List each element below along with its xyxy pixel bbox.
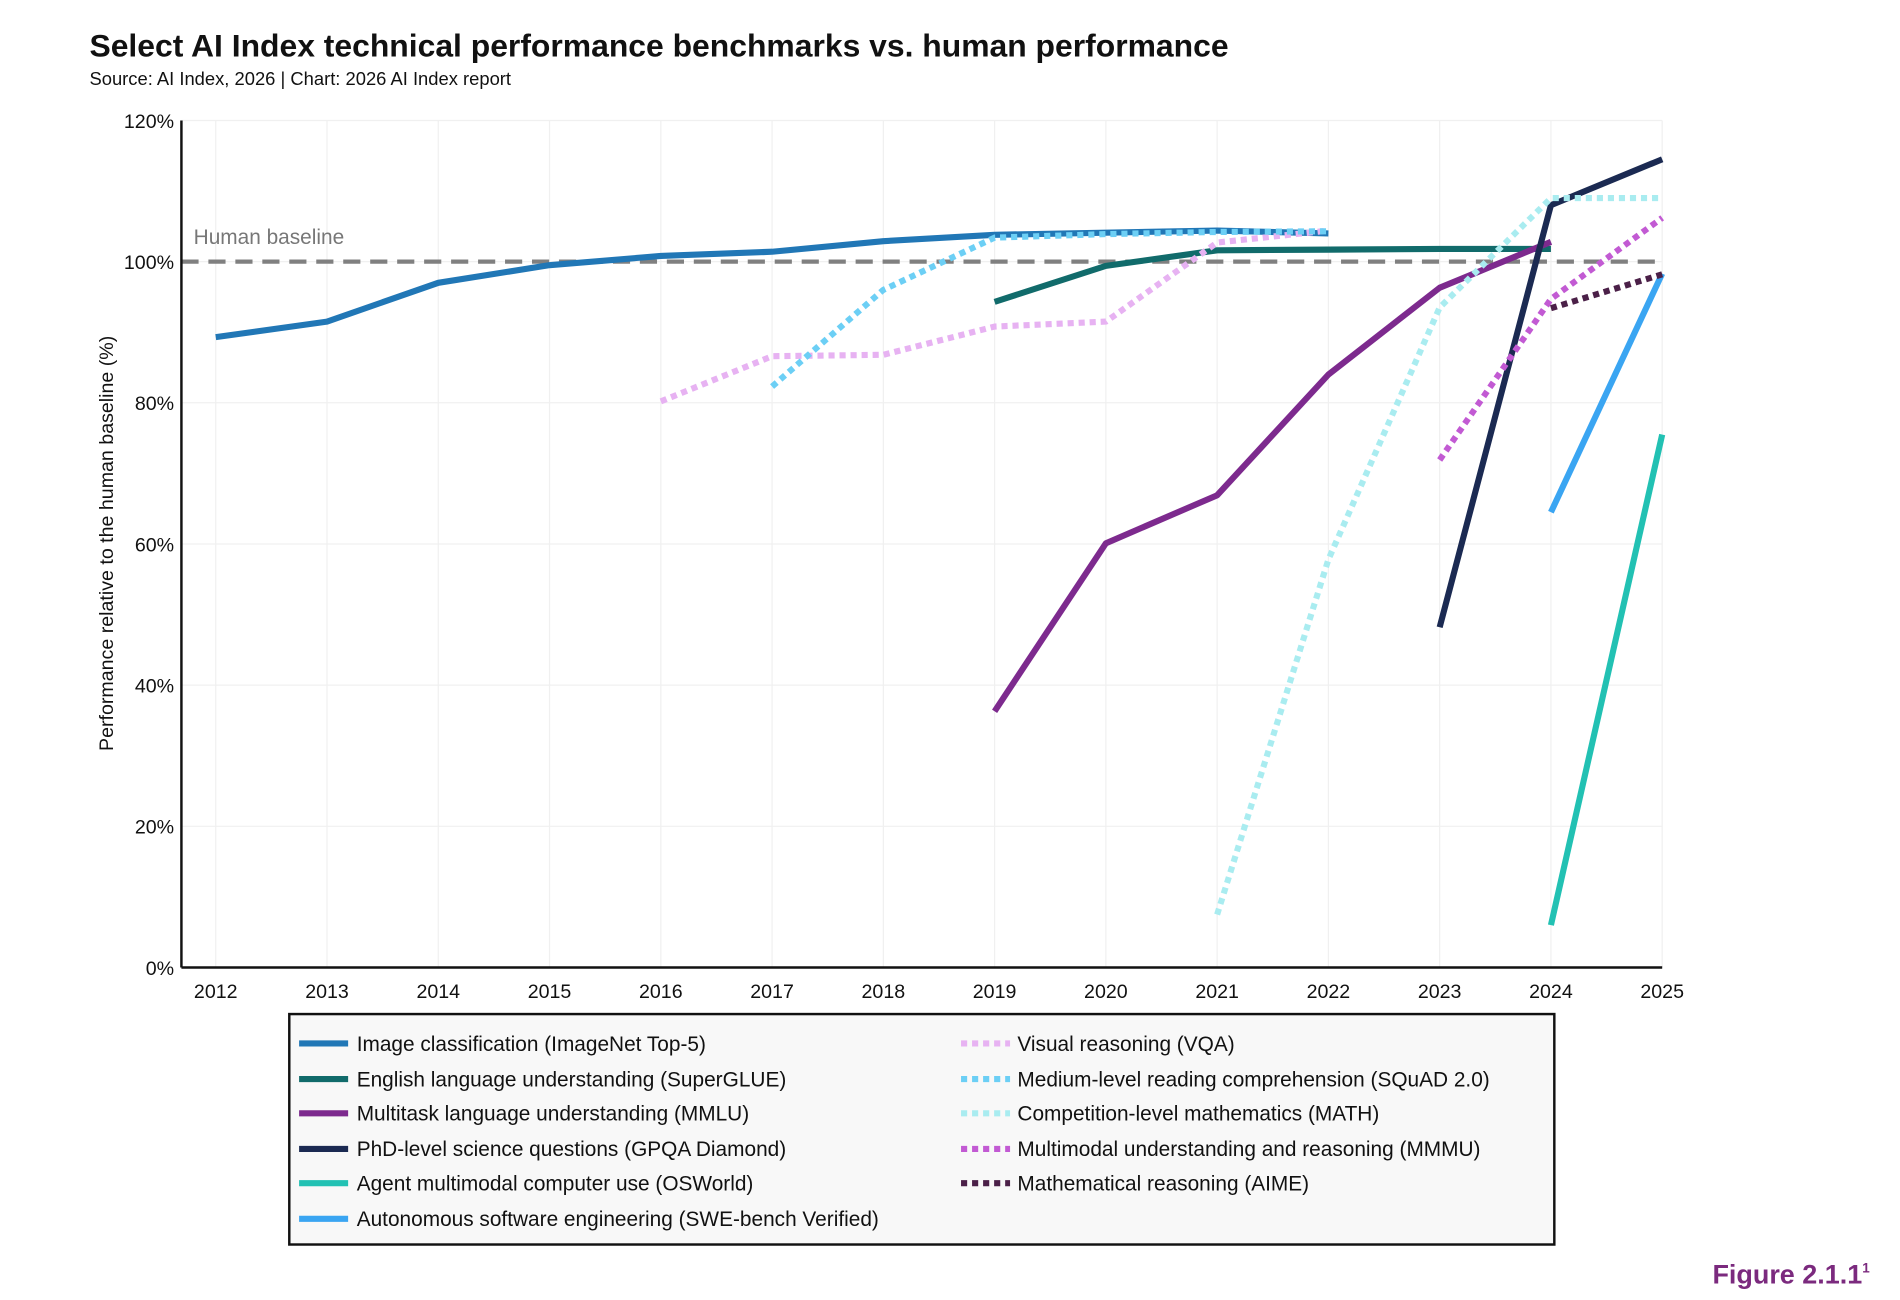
x-tick-label: 2019 — [973, 981, 1017, 1003]
series-line — [993, 245, 1551, 305]
x-tick-label: 2018 — [862, 981, 906, 1003]
series-line — [215, 227, 1329, 341]
human-baseline-label: Human baseline — [194, 226, 345, 249]
series-line — [1436, 156, 1664, 629]
x-tick-label: 2013 — [305, 981, 349, 1003]
legend-item: PhD-level science questions (GPQA Diamon… — [299, 1138, 786, 1161]
y-axis-ticks: 0% 20% 40% 60% 80% 100% 120% — [124, 111, 174, 980]
legend — [288, 1012, 1556, 1246]
legend-item: Multitask language understanding (MMLU) — [299, 1103, 749, 1126]
legend-item: Mathematical reasoning (AIME) — [961, 1173, 1309, 1196]
x-tick-label: 2021 — [1195, 981, 1239, 1003]
legend-item: Multimodal understanding and reasoning (… — [961, 1138, 1480, 1161]
chart-title: Select AI Index technical performance be… — [89, 28, 1228, 64]
legend-item: Image classification (ImageNet Top-5) — [299, 1033, 706, 1056]
legend-label: Autonomous software engineering (SWE-ben… — [357, 1208, 879, 1231]
legend-label: Visual reasoning (VQA) — [1017, 1033, 1234, 1056]
x-tick-label: 2012 — [194, 981, 238, 1003]
y-tick-label: 40% — [135, 675, 174, 697]
x-axis-ticks: 2012 2013 2014 2015 2016 2017 2018 2019 2020 2021… — [194, 981, 1684, 1003]
legend-items: Image classification (ImageNet Top-5) Eng… — [299, 1033, 1490, 1231]
x-tick-label: 2015 — [528, 981, 572, 1003]
legend-label: Multimodal understanding and reasoning (… — [1017, 1138, 1480, 1161]
series-line — [770, 228, 1329, 389]
legend-label: Mathematical reasoning (AIME) — [1017, 1173, 1309, 1196]
legend-label: Agent multimodal computer use (OSWorld) — [357, 1173, 754, 1196]
y-tick-label: 80% — [135, 393, 174, 415]
legend-item: Medium-level reading comprehension (SQuA… — [961, 1068, 1490, 1091]
x-tick-label: 2014 — [416, 981, 460, 1003]
y-tick-label: 120% — [124, 111, 174, 133]
y-axis-label: Performance relative to the human baseli… — [96, 336, 118, 751]
legend-item: Agent multimodal computer use (OSWorld) — [299, 1173, 753, 1196]
series-lines — [215, 156, 1666, 926]
series-line — [659, 227, 1329, 405]
x-tick-label: 2022 — [1307, 981, 1351, 1003]
y-tick-label: 0% — [146, 958, 174, 980]
legend-item: Competition-level mathematics (MATH) — [961, 1103, 1379, 1126]
legend-label: Medium-level reading comprehension (SQuA… — [1017, 1068, 1489, 1091]
legend-item: Visual reasoning (VQA) — [961, 1033, 1235, 1056]
legend-label: Image classification (ImageNet Top-5) — [357, 1033, 706, 1056]
x-tick-label: 2016 — [639, 981, 683, 1003]
x-tick-label: 2024 — [1529, 981, 1573, 1003]
legend-item: Autonomous software engineering (SWE-ben… — [299, 1208, 879, 1231]
chart-subtitle: Source: AI Index, 2026 | Chart: 2026 AI … — [89, 68, 511, 89]
series-line — [1214, 195, 1663, 916]
series-line — [992, 239, 1553, 713]
legend-label: Competition-level mathematics (MATH) — [1017, 1103, 1379, 1126]
legend-label: Multitask language understanding (MMLU) — [357, 1103, 749, 1126]
series-line — [1437, 215, 1664, 462]
legend-label: PhD-level science questions (GPQA Diamon… — [357, 1138, 786, 1161]
series-line — [1550, 271, 1664, 312]
x-tick-label: 2020 — [1084, 981, 1128, 1003]
y-tick-label: 60% — [135, 534, 174, 556]
figure-label: Figure 2.1.11 — [1712, 1260, 1870, 1290]
x-tick-label: 2025 — [1640, 981, 1684, 1003]
y-tick-label: 20% — [135, 817, 174, 839]
legend-label: English language understanding (SuperGLU… — [357, 1068, 787, 1091]
x-tick-label: 2023 — [1418, 981, 1462, 1003]
series-line — [1547, 433, 1666, 926]
x-tick-label: 2017 — [750, 981, 794, 1003]
y-tick-label: 100% — [124, 252, 174, 274]
series-line — [1548, 272, 1665, 514]
legend-item: English language understanding (SuperGLU… — [299, 1068, 786, 1091]
